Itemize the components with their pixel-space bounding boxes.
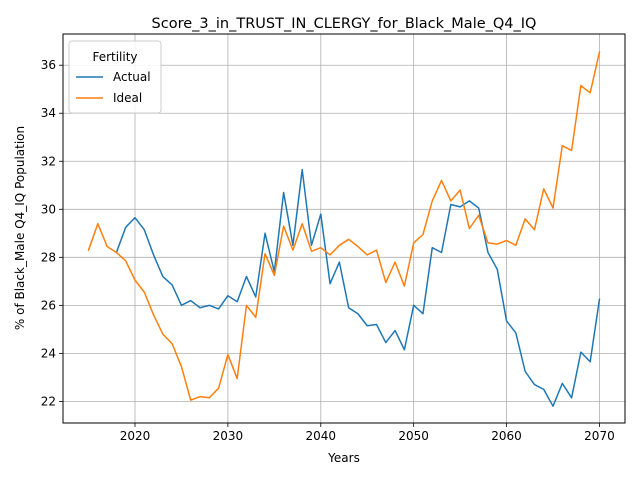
- y-tick-label: 36: [41, 58, 56, 72]
- x-axis-label: Years: [327, 451, 360, 465]
- y-tick-label: 34: [41, 106, 56, 120]
- y-tick-label: 32: [41, 154, 56, 168]
- legend-title: Fertility: [92, 50, 137, 64]
- x-tick-label: 2040: [306, 429, 337, 443]
- legend-label-ideal: Ideal: [113, 91, 142, 105]
- y-tick-label: 28: [41, 250, 56, 264]
- y-tick-label: 30: [41, 202, 56, 216]
- y-tick-label: 26: [41, 298, 56, 312]
- legend-label-actual: Actual: [113, 70, 151, 84]
- x-tick-label: 2030: [213, 429, 244, 443]
- legend: Fertility Actual Ideal: [69, 41, 161, 113]
- y-tick-label: 24: [41, 346, 56, 360]
- x-tick-label: 2050: [398, 429, 429, 443]
- chart-title: Score_3_in_TRUST_IN_CLERGY_for_Black_Mal…: [152, 16, 537, 32]
- x-tick-label: 2060: [491, 429, 522, 443]
- x-tick-label: 2020: [120, 429, 151, 443]
- y-tick-label: 22: [41, 394, 56, 408]
- y-axis-label: % of Black_Male Q4_IQ Population: [13, 126, 27, 330]
- x-tick-label: 2070: [584, 429, 615, 443]
